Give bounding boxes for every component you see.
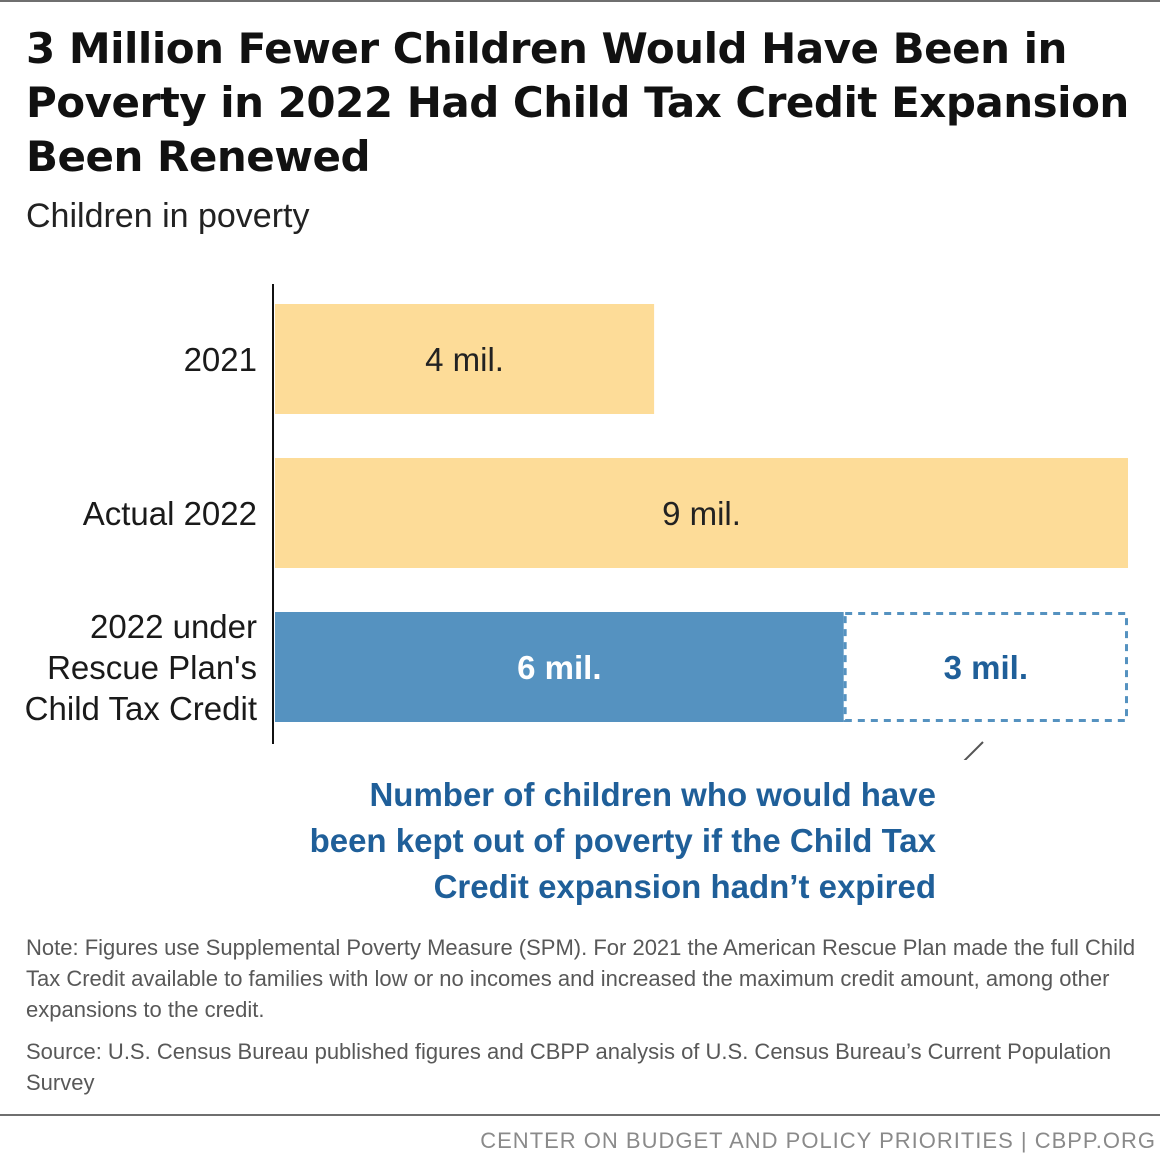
note-text: Note: Figures use Supplemental Poverty M… — [26, 935, 1136, 1022]
bar-value-label-0: 4 mil. — [425, 341, 504, 378]
category-label-line: 2021 — [184, 341, 257, 378]
category-label-0: 2021 — [184, 341, 257, 378]
bar-2 — [275, 612, 844, 722]
bar-0 — [275, 304, 655, 414]
category-label-line: Actual 2022 — [83, 495, 257, 532]
category-label-2: 2022 under Rescue Plan's Child Tax Credit — [25, 608, 257, 727]
bottom-rule — [0, 1114, 1160, 1116]
chart-annotation: Number of children who would have been k… — [309, 776, 936, 905]
bar-chart: 4 mil. 2021 9 mil. Actual 2022 6 mil. 3 mil. 2… — [25, 284, 1129, 760]
chart-subtitle: Children in poverty — [26, 197, 310, 235]
category-label-line: Child Tax Credit — [25, 690, 257, 727]
annotation-leader-line — [963, 741, 984, 760]
category-label-line: 2022 under — [90, 608, 257, 645]
category-label-line: Rescue Plan's — [47, 649, 257, 686]
source-text: Source: U.S. Census Bureau published fig… — [26, 1039, 1112, 1095]
bar-value-label-1: 9 mil. — [662, 495, 741, 532]
dashed-bar-value-label-2: 3 mil. — [944, 649, 1028, 686]
footer-credit: CENTER ON BUDGET AND POLICY PRIORITIES |… — [480, 1128, 1156, 1153]
chart-title: 3 Million Fewer Children Would Have Been… — [26, 24, 1129, 181]
bar-value-label-2: 6 mil. — [517, 649, 601, 686]
category-label-1: Actual 2022 — [83, 495, 257, 532]
top-rule — [0, 0, 1160, 2]
bar-1 — [275, 458, 1128, 568]
